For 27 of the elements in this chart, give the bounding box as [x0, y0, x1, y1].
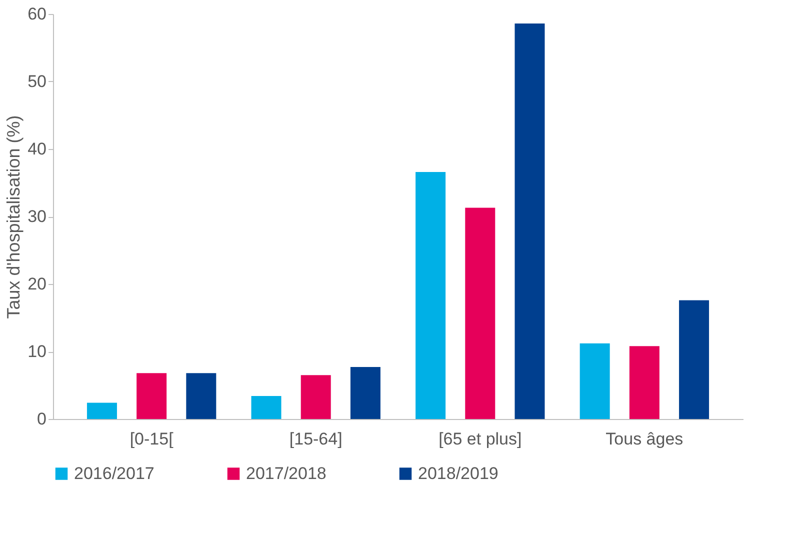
legend-label: 2017/2018: [246, 464, 326, 483]
x-tick-label: [15-64]: [289, 430, 342, 448]
x-tick-label: [65 et plus]: [438, 430, 522, 448]
y-tick-label: 60: [28, 4, 46, 24]
bar: [465, 208, 496, 419]
bar: [186, 373, 216, 419]
y-axis-title: Taux d'hospitalisation (%): [4, 115, 24, 319]
y-tick-label: 30: [28, 207, 46, 226]
x-tick-label: [0-15[: [130, 430, 174, 448]
y-tick-label: 10: [28, 342, 46, 361]
y-tick-label: 50: [28, 72, 46, 91]
bar: [136, 373, 167, 419]
bar: [86, 402, 117, 419]
bar: [679, 300, 710, 419]
bar: [514, 23, 545, 419]
bar: [629, 346, 660, 419]
x-tick-label: Tous âges: [606, 430, 684, 448]
bar: [580, 343, 610, 419]
legend-label: 2016/2017: [74, 464, 154, 483]
bar: [300, 375, 331, 419]
y-tick-label: 20: [28, 274, 46, 294]
y-tick-label: 0: [37, 410, 46, 428]
bar: [416, 172, 446, 419]
bar: [350, 367, 380, 419]
legend-label: 2018/2019: [418, 464, 498, 483]
bar: [251, 396, 282, 419]
y-tick-label: 40: [28, 140, 46, 158]
